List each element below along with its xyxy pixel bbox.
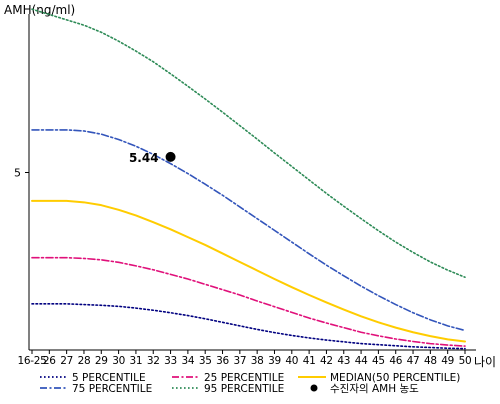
x-tick-label: 29	[95, 355, 108, 367]
patient-amh-value-label: 5.44	[129, 151, 159, 165]
x-tick-label: 43	[337, 355, 350, 367]
legend-label: 수진자의 AMH 농도	[330, 383, 419, 395]
x-tick-label: 38	[251, 355, 264, 367]
x-tick-label: 41	[303, 355, 316, 367]
series-line-25-percentile	[31, 256, 466, 347]
legend-label: 25 PERCENTILE	[204, 372, 284, 384]
y-tick-label: 5	[14, 167, 21, 180]
series-line-median-50-percentile	[31, 199, 466, 343]
x-tick-label: 39	[268, 355, 281, 367]
series-line-75-percentile	[31, 129, 466, 332]
x-tick-label: 42	[320, 355, 333, 367]
x-tick-label: 26	[43, 355, 56, 367]
x-tick-label: 44	[355, 355, 368, 367]
y-axis-title: AMH(ng/ml)	[4, 3, 75, 17]
x-tick-label: 47	[407, 355, 420, 367]
patient-marker: 5.44	[129, 151, 176, 165]
legend-label: 95 PERCENTILE	[204, 383, 284, 395]
x-tick-label: 40	[285, 355, 298, 367]
series-line-95-percentile	[31, 8, 466, 279]
x-tick-label: 37	[233, 355, 246, 367]
patient-amh-point	[165, 151, 176, 162]
x-tick-label: 33	[164, 355, 177, 367]
x-tick-label: 45	[372, 355, 385, 367]
legend: 5 PERCENTILE 25 PERCENTILE MEDIAN(50 PERCE…	[40, 372, 460, 395]
x-tick-label: 34	[181, 355, 194, 367]
x-tick-label: 49	[441, 355, 454, 367]
y-tick-label: 10	[7, 0, 21, 2]
x-tick-label: 16-25	[17, 355, 46, 367]
series-line-5-percentile	[31, 303, 466, 350]
legend-marker-swatch	[310, 384, 318, 392]
x-tick-label: 48	[424, 355, 437, 367]
x-tick-label: 27	[60, 355, 73, 367]
x-axis-title: 나이	[474, 355, 496, 369]
x-tick-label: 30	[112, 355, 125, 367]
x-tick-label: 31	[130, 355, 143, 367]
legend-label: 75 PERCENTILE	[72, 383, 152, 395]
x-tick-label: 36	[216, 355, 229, 367]
x-tick-label: 32	[147, 355, 160, 367]
x-tick-label: 50	[459, 355, 472, 367]
x-tick-label: 28	[78, 355, 91, 367]
x-tick-label: 35	[199, 355, 212, 367]
legend-label: MEDIAN(50 PERCENTILE)	[330, 372, 460, 384]
legend-label: 5 PERCENTILE	[72, 372, 146, 384]
x-tick-label: 46	[389, 355, 402, 367]
series-lines	[31, 8, 466, 350]
